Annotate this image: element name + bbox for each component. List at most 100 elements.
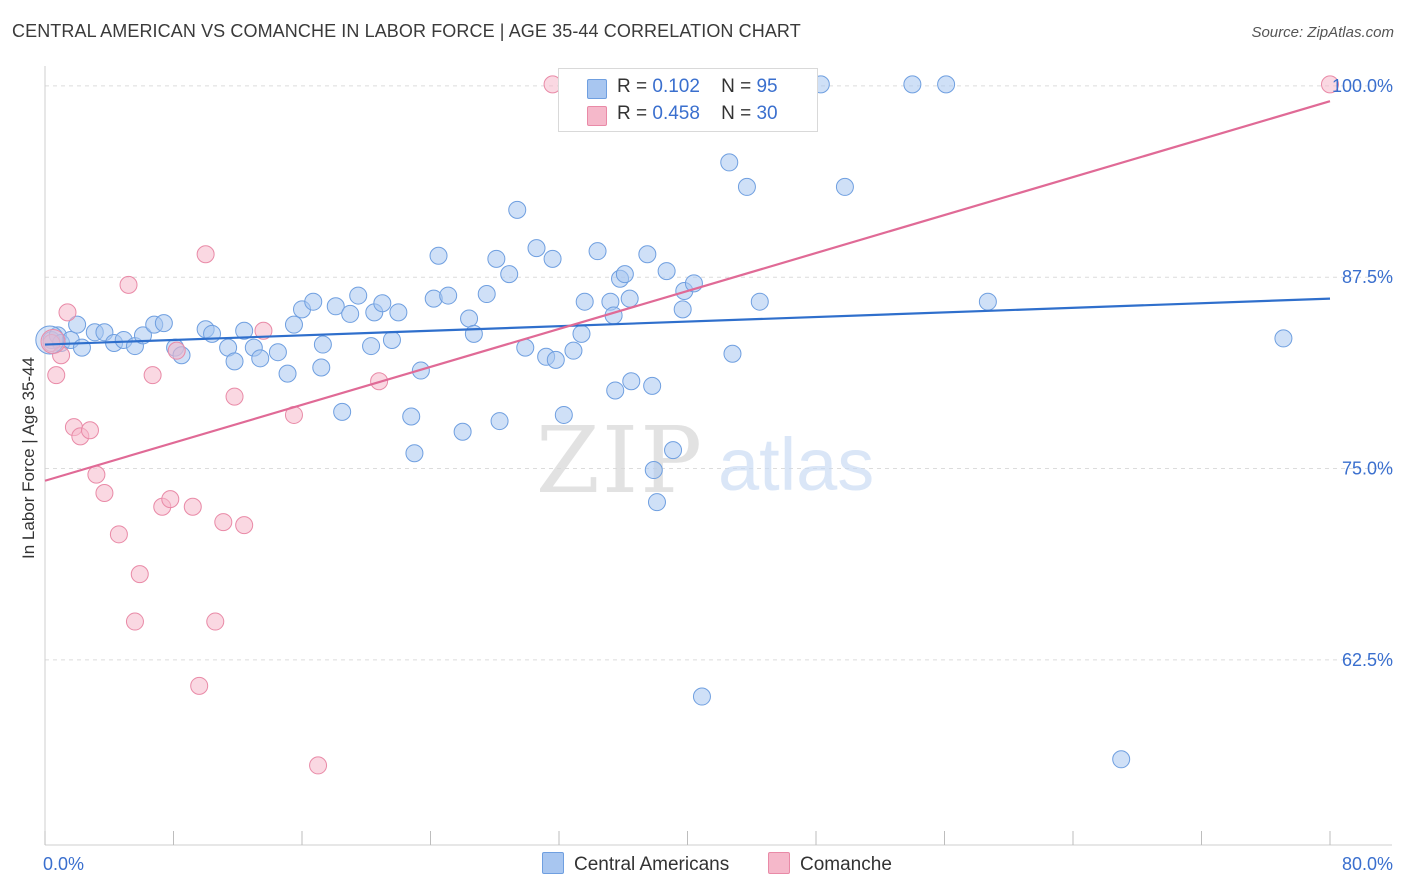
r-label: R = bbox=[617, 76, 648, 97]
comanche-trend-line bbox=[44, 100, 1331, 482]
y-tick-label: 62.5% bbox=[1342, 650, 1393, 670]
central-american-point bbox=[284, 315, 303, 334]
central-american-point bbox=[835, 177, 854, 196]
central-american-point bbox=[313, 335, 332, 354]
central-american-point bbox=[154, 314, 173, 333]
central-american-point bbox=[333, 402, 352, 421]
central-american-point bbox=[657, 262, 676, 281]
comanche-point bbox=[1321, 75, 1339, 94]
central-american-point bbox=[692, 687, 711, 706]
central-american-point bbox=[723, 344, 742, 363]
central-american-point bbox=[643, 376, 662, 395]
bottom-legend-swatch-pink bbox=[768, 852, 790, 874]
watermark-atlas: atlas bbox=[718, 423, 874, 506]
comanche-point bbox=[309, 756, 328, 775]
central-american-point bbox=[720, 153, 739, 172]
central-american-point bbox=[429, 246, 448, 265]
y-axis-label: In Labor Force | Age 35-44 bbox=[19, 357, 38, 559]
stats-legend: R = 0.102 N = 95 R = 0.458 N = 30 bbox=[558, 68, 818, 132]
central-american-point bbox=[278, 364, 297, 383]
bottom-legend-central-americans: Central Americans bbox=[542, 852, 729, 876]
central-american-point bbox=[268, 343, 287, 362]
central-american-point bbox=[500, 265, 519, 284]
watermark: ZIP atlas bbox=[536, 407, 874, 514]
central-american-point bbox=[405, 444, 424, 463]
comanche-point bbox=[254, 321, 273, 340]
y-tick-label: 100.0% bbox=[1332, 76, 1393, 96]
central-american-point bbox=[978, 292, 997, 311]
central-american-point bbox=[527, 239, 546, 258]
central-american-point bbox=[546, 350, 565, 369]
central-american-point bbox=[341, 304, 360, 323]
axes bbox=[44, 66, 1392, 846]
central-american-point bbox=[1112, 750, 1131, 769]
comanche-point bbox=[109, 525, 128, 544]
central-american-point bbox=[564, 341, 583, 360]
central-american-point bbox=[664, 441, 683, 460]
comanche-point bbox=[80, 421, 99, 440]
n-label: N = bbox=[721, 103, 752, 124]
central-american-point bbox=[575, 292, 594, 311]
central-american-point bbox=[439, 286, 458, 305]
comanche-point bbox=[95, 483, 114, 502]
central-american-point bbox=[554, 405, 573, 424]
central-americans-trend-line bbox=[44, 297, 1331, 346]
comanche-point bbox=[143, 366, 162, 385]
comanche-point bbox=[52, 346, 71, 365]
legend-swatch-pink bbox=[587, 106, 607, 126]
central-american-point bbox=[402, 407, 421, 426]
chart-title: CENTRAL AMERICAN VS COMANCHE IN LABOR FO… bbox=[12, 21, 801, 41]
central-american-point bbox=[673, 300, 692, 319]
r-value: 0.458 bbox=[652, 103, 700, 124]
central-american-point bbox=[460, 309, 479, 328]
comanche-point bbox=[58, 303, 77, 322]
central-american-point bbox=[464, 324, 483, 343]
comanche-point bbox=[235, 516, 254, 535]
central-american-point bbox=[235, 321, 254, 340]
comanche-point bbox=[225, 387, 244, 406]
n-value: 95 bbox=[756, 76, 778, 97]
bottom-legend-label: Comanche bbox=[800, 854, 892, 875]
x-tick-label: 0.0% bbox=[43, 854, 84, 874]
central-american-point bbox=[382, 330, 401, 349]
central-american-point bbox=[487, 249, 506, 268]
y-tick-label: 75.0% bbox=[1342, 459, 1393, 479]
central-american-point bbox=[622, 372, 641, 391]
central-american-point bbox=[389, 303, 408, 322]
bottom-legend-comanche: Comanche bbox=[768, 852, 892, 876]
comanche-point bbox=[130, 565, 149, 584]
comanche-point bbox=[119, 275, 138, 294]
source-label: Source: ZipAtlas.com bbox=[1251, 24, 1394, 41]
central-american-point bbox=[1274, 329, 1293, 348]
comanche-point bbox=[190, 676, 209, 695]
watermark-zip: ZIP bbox=[536, 407, 704, 514]
grid-lines bbox=[45, 85, 1392, 661]
central-american-point bbox=[508, 200, 527, 219]
legend-swatch-blue bbox=[587, 79, 607, 99]
central-american-point bbox=[937, 75, 956, 94]
central-american-point bbox=[362, 337, 381, 356]
comanche-point bbox=[214, 513, 233, 532]
tick-labels: 100.0% 87.5% 75.0% 62.5% 0.0% 80.0% bbox=[43, 76, 1393, 874]
central-american-point bbox=[225, 352, 244, 371]
central-american-point bbox=[588, 242, 607, 261]
central-american-point bbox=[638, 245, 657, 264]
r-label: R = bbox=[617, 103, 648, 124]
n-value: 30 bbox=[756, 103, 778, 124]
central-american-point bbox=[903, 75, 922, 94]
x-tick-label: 80.0% bbox=[1342, 854, 1393, 874]
central-american-point bbox=[620, 289, 639, 308]
comanche-point bbox=[161, 490, 180, 509]
central-american-point bbox=[750, 292, 769, 311]
r-value: 0.102 bbox=[652, 76, 700, 97]
central-american-point bbox=[543, 249, 562, 268]
central-american-point bbox=[349, 286, 368, 305]
data-points bbox=[35, 75, 1339, 775]
bottom-legend-swatch-blue bbox=[542, 852, 564, 874]
legend-stats-label: R = 0.102 N = 95 bbox=[617, 76, 778, 98]
comanche-point bbox=[196, 245, 215, 264]
central-american-point bbox=[572, 324, 591, 343]
comanche-point bbox=[87, 465, 106, 484]
comanche-point bbox=[167, 341, 186, 360]
